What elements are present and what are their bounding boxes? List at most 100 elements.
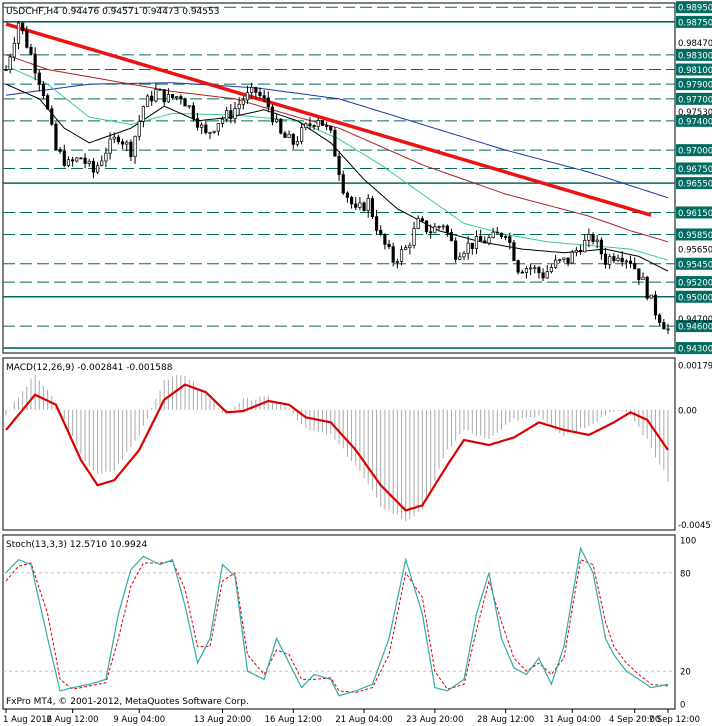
candle-body xyxy=(358,202,362,208)
macd-tick-label: -0.00457 xyxy=(678,521,712,531)
candle-body xyxy=(262,95,266,99)
level-label: 0.95000 xyxy=(678,293,712,303)
candle-body xyxy=(645,276,649,299)
candle-body xyxy=(549,267,554,272)
level-label-box xyxy=(676,63,712,76)
candle-body xyxy=(104,152,108,162)
candle-body xyxy=(8,56,12,70)
candle-body xyxy=(333,129,337,157)
candle-body xyxy=(158,89,162,91)
candle-body xyxy=(220,118,225,124)
stochastic-lines xyxy=(3,546,675,697)
candle-body xyxy=(487,237,491,244)
candle-body xyxy=(345,192,350,198)
candle-body xyxy=(266,97,270,108)
trend-line xyxy=(5,22,652,217)
macd-panel[interactable]: 0.00179 0.00 -0.00457 MACD(12,26,9) -0.002… xyxy=(2,357,712,531)
macd-signal-line xyxy=(5,383,669,512)
candle-body xyxy=(404,247,408,250)
candle-body xyxy=(225,110,229,120)
level-label: 0.97000 xyxy=(678,147,712,157)
candle-body xyxy=(354,203,358,208)
candle-body xyxy=(508,236,512,243)
candle-body xyxy=(445,225,449,233)
level-label-box xyxy=(676,206,712,219)
moving-average-line xyxy=(5,82,669,199)
candle-body xyxy=(195,118,200,128)
candle-body xyxy=(50,108,54,125)
candle-body xyxy=(154,89,158,102)
level-label: 0.96150 xyxy=(678,209,712,219)
candle-body xyxy=(216,123,220,132)
candle-body xyxy=(208,132,212,134)
candle-body xyxy=(308,123,312,126)
candle-body xyxy=(504,236,508,238)
candle-body xyxy=(449,231,454,242)
candle-body xyxy=(399,249,404,262)
candle-body xyxy=(312,125,316,127)
candle-body xyxy=(137,121,141,137)
level-label-box xyxy=(676,48,712,61)
candle-body xyxy=(324,125,329,127)
candle-body xyxy=(395,261,399,263)
candle-body xyxy=(204,124,208,133)
candle-body xyxy=(191,105,195,120)
level-label-box xyxy=(676,144,712,157)
candle-body xyxy=(491,231,495,238)
candle-body xyxy=(662,322,666,330)
ohlc-values: 0.94476 0.94571 0.94473 0.94553 xyxy=(62,7,219,17)
candle-body xyxy=(479,236,483,242)
candle-body xyxy=(658,314,662,323)
candle-body xyxy=(133,135,137,157)
candle-body xyxy=(533,267,537,269)
level-label-box xyxy=(676,320,712,333)
candle-body xyxy=(287,133,291,138)
candle-body xyxy=(125,141,129,145)
candle-body xyxy=(574,250,578,253)
candle-body xyxy=(229,110,233,119)
candle-body xyxy=(366,198,370,211)
level-label-box xyxy=(676,257,712,270)
copyright-text: FxPro MT4, © 2001-2012, MetaQuotes Softw… xyxy=(6,697,249,707)
candle-body xyxy=(454,240,458,260)
level-label: 0.96750 xyxy=(678,165,712,175)
candle-body xyxy=(250,87,254,93)
candle-body xyxy=(279,118,283,134)
candle-body xyxy=(587,234,591,241)
candle-body xyxy=(512,242,516,261)
candle-body xyxy=(437,226,441,228)
price-panel[interactable]: 0.98950 0.98750 0.98300 0.98100 0.97900 0.977… xyxy=(2,1,712,355)
candle-body xyxy=(54,123,58,150)
candle-body xyxy=(329,125,333,131)
candle-body xyxy=(583,239,587,253)
candle-body xyxy=(541,272,545,279)
candle-body xyxy=(46,95,50,110)
candle-body xyxy=(666,328,670,331)
level-label-box xyxy=(676,228,712,241)
level-label-box xyxy=(676,290,712,303)
stochastic-panel[interactable]: 100 80 20 0 Stoch(13,3,3) 12.5710 10.9924 F… xyxy=(2,534,696,711)
candle-body xyxy=(270,106,275,123)
time-tick-label: 1 Aug 2012 xyxy=(3,715,52,725)
candle-body xyxy=(633,263,637,270)
candle-body xyxy=(200,124,204,128)
candle-body xyxy=(258,91,262,97)
candle-body xyxy=(291,133,295,145)
level-label-box xyxy=(676,342,712,355)
candle-body xyxy=(83,157,87,164)
level-label: 0.94600 xyxy=(678,323,712,333)
candle-body xyxy=(75,157,79,162)
candle-body xyxy=(295,141,300,145)
candle-body xyxy=(179,96,183,100)
candle-body xyxy=(141,106,145,122)
level-label: 0.96550 xyxy=(678,180,712,190)
level-label: 0.94300 xyxy=(678,345,712,355)
candle-body xyxy=(653,294,658,316)
candle-body xyxy=(300,127,304,142)
stochastic-tick-label: 100 xyxy=(680,537,696,547)
level-label: 0.97700 xyxy=(678,95,712,105)
level-label: 0.95200 xyxy=(678,279,712,289)
level-label-box xyxy=(676,162,712,175)
